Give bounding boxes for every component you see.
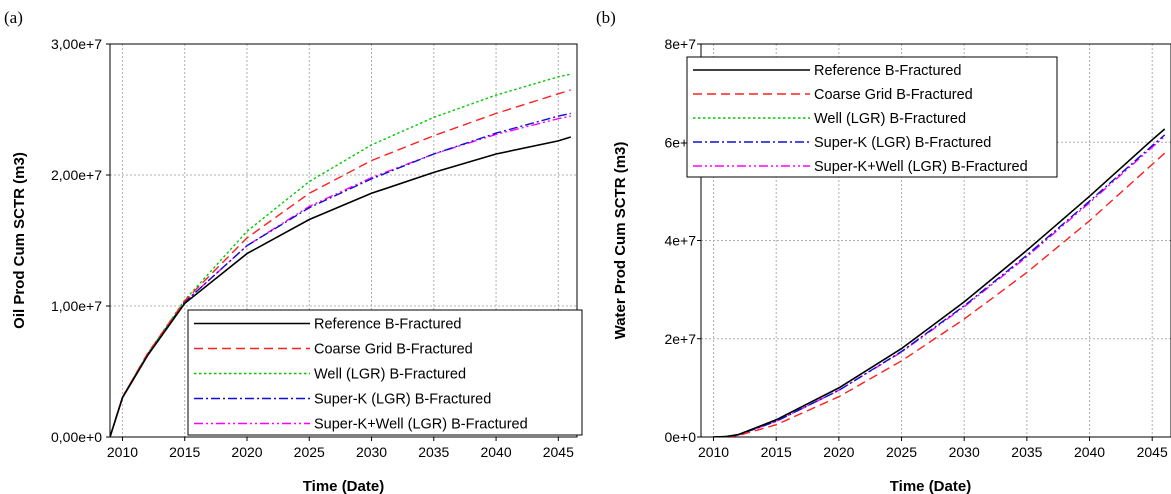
y-axis-title: Oil Prod Cum SCTR (m3): [11, 152, 28, 329]
y-tick-label: 2,00e+7: [51, 167, 102, 183]
legend-label: Reference B-Fractured: [314, 317, 461, 333]
y-tick-label: 4e+7: [664, 233, 696, 249]
plot-frame: [109, 43, 578, 438]
legend-label: Coarse Grid B-Fractured: [814, 87, 973, 103]
panel-label: (a): [4, 8, 23, 27]
gridlines: [110, 43, 577, 437]
x-tick-label: 2045: [1137, 444, 1168, 460]
series-line-1: [110, 136, 572, 437]
x-tick-label: 2010: [698, 444, 729, 460]
x-tick-label: 2025: [886, 444, 917, 460]
legend-label: Well (LGR) B-Fractured: [314, 367, 466, 383]
series-line-1: [713, 128, 1166, 437]
legend: Reference B-Fractured Coarse Grid B-Fract…: [187, 309, 583, 436]
legend-label: Well (LGR) B-Fractured: [814, 111, 966, 127]
series-line-5: [713, 135, 1166, 437]
x-tick-label: 2035: [418, 444, 449, 460]
y-tick-label: 0,00e+0: [51, 429, 102, 445]
legend-label: Super-K+Well (LGR) B-Fractured: [314, 417, 528, 433]
x-tick-label: 2020: [231, 444, 262, 460]
y-tick-label: 0e+0: [664, 429, 696, 445]
x-tick-label: 2030: [949, 444, 980, 460]
chart-panel-b: (b) 2010 2015 2020 2025 2030 2035 2040 2045 0e+0 2…: [596, 8, 1171, 494]
legend: Reference B-Fractured Coarse Grid B-Fract…: [686, 56, 1058, 178]
x-tick-label: 2040: [1074, 444, 1105, 460]
x-tick-label: 2025: [294, 444, 325, 460]
legend-box: [686, 56, 1058, 178]
legend-label: Super-K (LGR) B-Fractured: [314, 392, 491, 408]
legend-label: Super-K+Well (LGR) B-Fractured: [814, 159, 1028, 175]
legend-label: Coarse Grid B-Fractured: [314, 342, 473, 358]
y-axis-title: Water Prod Cum SCTR (m3): [612, 142, 629, 340]
x-tick-label: 2015: [169, 444, 200, 460]
y-tick-label: 8e+7: [664, 36, 696, 52]
x-tick-label: 2045: [543, 444, 574, 460]
x-tick-label: 2020: [823, 444, 854, 460]
panel-label: (b): [596, 8, 616, 27]
y-tick-label: 2e+7: [664, 331, 696, 347]
series-line-4: [713, 134, 1166, 437]
y-tick-label: 1,00e+7: [51, 298, 102, 314]
x-tick-label: 2010: [107, 444, 138, 460]
x-tick-label: 2035: [1011, 444, 1042, 460]
legend-label: Reference B-Fractured: [814, 63, 961, 79]
legend-label: Super-K (LGR) B-Fractured: [814, 135, 991, 151]
x-tick-label: 2030: [356, 444, 387, 460]
y-tick-label: 3,00e+7: [51, 36, 102, 52]
series-group: [713, 128, 1166, 437]
x-axis-title: Time (Date): [890, 478, 971, 494]
legend-box: [187, 309, 583, 436]
series-group: [110, 73, 572, 437]
x-tick-label: 2015: [761, 444, 792, 460]
series-line-2: [110, 89, 572, 437]
x-axis-title: Time (Date): [303, 478, 384, 494]
series-line-2: [713, 152, 1166, 437]
x-tick-label: 2040: [480, 444, 511, 460]
chart-panel-a: (a) 2010 2015 2020 2025 2030 2035 2040 2045 0,00e…: [4, 8, 583, 494]
